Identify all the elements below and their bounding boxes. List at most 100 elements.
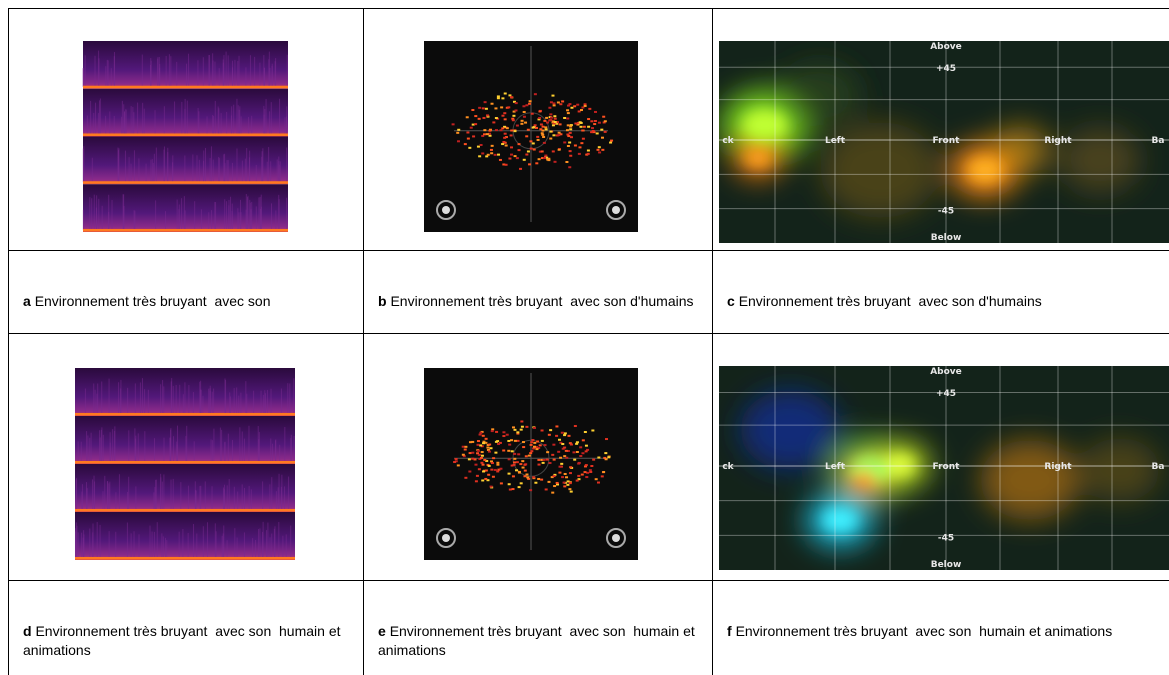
scope-dot (526, 476, 530, 479)
scope-dot (552, 443, 556, 446)
scope-dot (549, 101, 553, 104)
scope-dot (521, 460, 525, 463)
heatmap-label: Right (1044, 462, 1072, 472)
scope-dot (490, 144, 494, 147)
scope-dot (573, 425, 577, 428)
scope-dot (533, 124, 537, 127)
scope-dot (483, 133, 487, 136)
scope-dot (479, 431, 483, 434)
scope-dot (462, 455, 466, 458)
scope-knob (436, 528, 456, 548)
scope-dot (494, 117, 498, 120)
scope-dot (566, 450, 570, 453)
scope-dot (600, 128, 604, 131)
scope-dot (563, 141, 567, 144)
scope-dot (481, 107, 485, 110)
scope-dot (474, 463, 478, 466)
scope-dot (510, 129, 514, 132)
scope-dot (540, 132, 544, 135)
heatmap-label: Front (933, 136, 961, 146)
scope-dot (581, 439, 585, 442)
scope-dot (575, 441, 579, 444)
scope-dot (477, 117, 481, 120)
scope-dot (523, 475, 527, 478)
scope-dot (568, 442, 572, 445)
scope-dot (520, 425, 524, 428)
scope-dot (568, 488, 572, 491)
scope-dot (584, 444, 588, 447)
scope-dot (586, 471, 590, 474)
scope-dot (540, 150, 544, 153)
scope-dot (533, 426, 537, 429)
scope-dot (528, 100, 532, 103)
scope-dot (512, 100, 516, 103)
scope-dot (502, 140, 506, 143)
scope-dot (604, 452, 608, 455)
scope-dot (585, 476, 589, 479)
scope-ring (512, 439, 550, 477)
scope-dot (541, 129, 545, 132)
scope-dot (519, 482, 523, 485)
scope-dot (548, 462, 552, 465)
scope-dot (507, 483, 511, 486)
scope-dot (593, 119, 597, 122)
scope-dot (578, 146, 582, 149)
scope-dot (532, 125, 536, 128)
spectrogram-band (75, 464, 295, 512)
scope-dot (551, 150, 555, 153)
scope-dot (541, 461, 545, 464)
heatmap-label: Ba (1152, 462, 1165, 472)
scope-dot (487, 450, 491, 453)
scope-dot (502, 449, 506, 452)
scope-dot (590, 464, 594, 467)
scope-dot (536, 138, 540, 141)
scope-dot (496, 440, 500, 443)
scope-dot (515, 469, 519, 472)
scope-dot (493, 153, 497, 156)
scope-dot (560, 431, 564, 434)
scope-dot (537, 118, 541, 121)
scope-dot (559, 133, 563, 136)
scope-dot (533, 441, 537, 444)
scope-dot (557, 131, 561, 134)
scope-dot (489, 485, 493, 488)
scope-dot (595, 132, 599, 135)
scope-dot (569, 490, 573, 493)
scope-dot (488, 134, 492, 137)
heatmap-hot-spot (745, 149, 771, 167)
heatmap-image: Above +45 ck Left Front Right Ba -45 Below (719, 366, 1169, 570)
scope-dot (525, 473, 529, 476)
caption-letter: d (23, 623, 32, 639)
heatmap-blob (780, 63, 860, 127)
scope-dot (577, 478, 581, 481)
heatmap-hot-spot (885, 454, 915, 476)
scope-dot (565, 476, 569, 479)
scope-dot (579, 109, 583, 112)
scope-dot (569, 154, 573, 157)
scope-dot (572, 451, 576, 454)
scope-dot (502, 431, 506, 434)
scope-dot (502, 163, 506, 166)
scope-dot (583, 465, 587, 468)
scope-dot (548, 119, 552, 122)
scope-dot (563, 472, 567, 475)
heatmap-label: Below (931, 560, 962, 570)
heatmap-label: Ba (1152, 136, 1165, 146)
scope-dot (484, 107, 488, 110)
scope-dot (566, 112, 570, 115)
scope-dot (602, 121, 606, 124)
caption: c Environnement très bruyant avec son d'… (727, 292, 1147, 311)
scope-dot (564, 449, 568, 452)
scope-dot (569, 128, 573, 131)
spectrogram-line (75, 413, 295, 416)
scope-dot (479, 456, 483, 459)
heatmap-hot-spot (855, 471, 875, 485)
scope-dot (507, 439, 511, 442)
scope-dot (510, 450, 514, 453)
scope-dot (491, 428, 495, 431)
heatmap-hot-spot (967, 157, 1003, 183)
scope-dot (553, 473, 557, 476)
scope-dot (581, 129, 585, 132)
scope-dot (456, 140, 460, 143)
